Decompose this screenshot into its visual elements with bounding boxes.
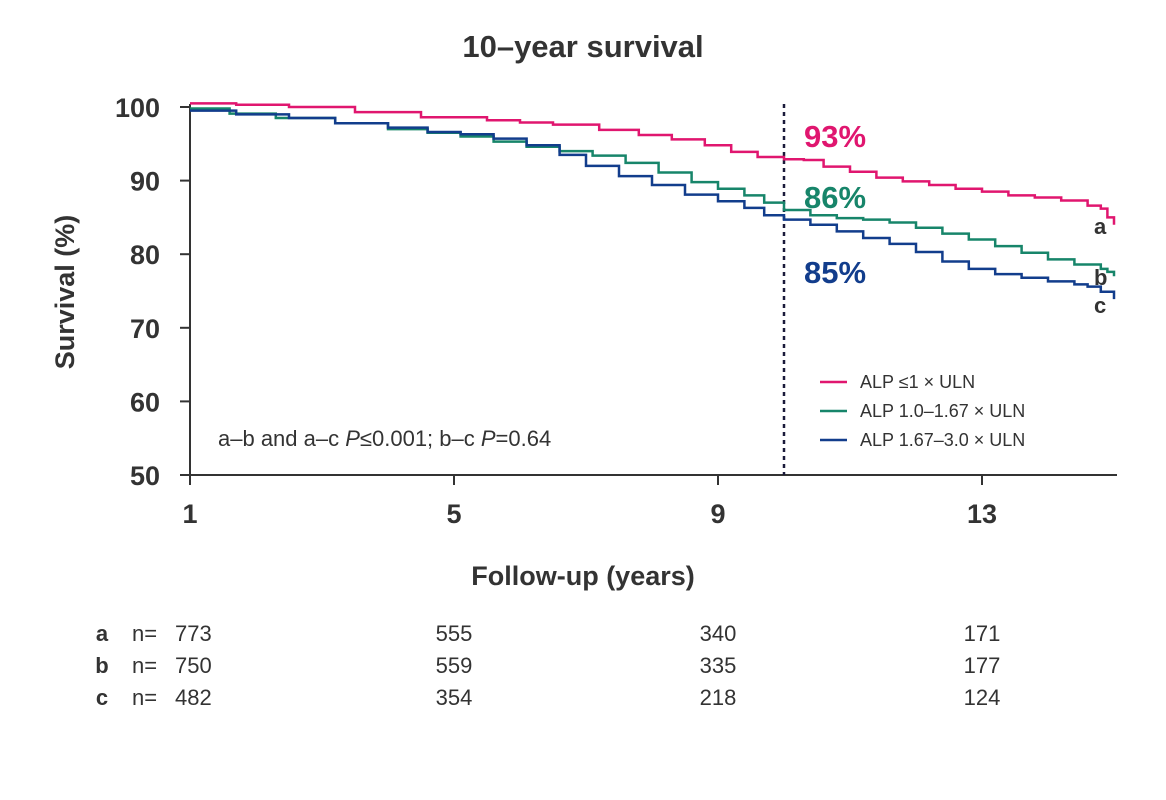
- percent-label-c: 85%: [804, 255, 866, 290]
- y-tick-label: 100: [115, 93, 160, 123]
- y-axis-label: Survival (%): [50, 215, 80, 370]
- risk-cell: 482: [175, 685, 212, 710]
- percent-label-a: 93%: [804, 119, 866, 154]
- x-ticks: 1 5 9 13: [182, 475, 997, 529]
- risk-cell: 124: [964, 685, 1001, 710]
- risk-cell: 750: [175, 653, 212, 678]
- x-axis-label: Follow-up (years): [471, 561, 695, 591]
- legend-label-c: ALP 1.67–3.0 × ULN: [860, 430, 1025, 450]
- x-tick-label: 13: [967, 499, 997, 529]
- risk-cell: 218: [700, 685, 737, 710]
- risk-cell: 773: [175, 621, 212, 646]
- legend-label-b: ALP 1.0–1.67 × ULN: [860, 401, 1025, 421]
- x-tick-label: 1: [182, 499, 197, 529]
- number-at-risk-table: a n= 773 555 340 171 b n= 750 559 335 177 c n= 482 354 2…: [95, 621, 1000, 710]
- risk-cell: 340: [700, 621, 737, 646]
- end-label-b: b: [1094, 265, 1107, 290]
- series-line-b: [190, 107, 1116, 277]
- risk-row-group-label: b: [95, 653, 108, 678]
- risk-cell: 171: [964, 621, 1001, 646]
- x-tick-label: 5: [446, 499, 461, 529]
- series-line-a: [190, 102, 1116, 225]
- risk-row-prefix: n=: [132, 653, 157, 678]
- y-tick-label: 90: [130, 167, 160, 197]
- risk-row-prefix: n=: [132, 621, 157, 646]
- end-label-c: c: [1094, 293, 1106, 318]
- risk-cell: 335: [700, 653, 737, 678]
- percent-label-b: 86%: [804, 180, 866, 215]
- legend: ALP ≤1 × ULN ALP 1.0–1.67 × ULN ALP 1.67…: [820, 372, 1025, 450]
- series-layer: [190, 102, 1116, 300]
- y-tick-label: 80: [130, 240, 160, 270]
- x-tick-label: 9: [710, 499, 725, 529]
- risk-row-group-label: c: [96, 685, 108, 710]
- y-tick-label: 50: [130, 461, 160, 491]
- risk-row-group-label: a: [96, 621, 109, 646]
- risk-cell: 354: [436, 685, 473, 710]
- end-label-a: a: [1094, 214, 1107, 239]
- risk-cell: 177: [964, 653, 1001, 678]
- p-value-annotation: a–b and a–c P≤0.001; b–c P=0.64: [218, 426, 551, 451]
- risk-cell: 555: [436, 621, 473, 646]
- y-ticks: 50 60 70 80 90 100: [115, 93, 190, 491]
- y-tick-label: 70: [130, 314, 160, 344]
- y-tick-label: 60: [130, 387, 160, 417]
- risk-cell: 559: [436, 653, 473, 678]
- risk-row-prefix: n=: [132, 685, 157, 710]
- series-line-c: [190, 109, 1116, 300]
- legend-label-a: ALP ≤1 × ULN: [860, 372, 975, 392]
- chart-title: 10–year survival: [462, 29, 703, 64]
